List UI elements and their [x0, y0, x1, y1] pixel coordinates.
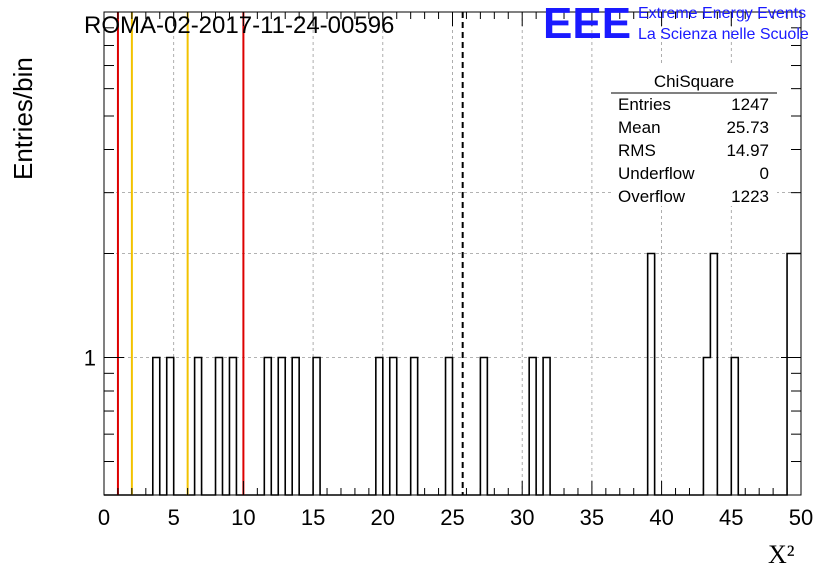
stats-row-label: RMS: [618, 141, 656, 160]
stats-row-label: Entries: [618, 95, 671, 114]
stats-box: ChiSquare Entries 1247 Mean 25.73 RMS 14.97 Un…: [611, 66, 777, 206]
eee-logo: EEE Extreme Energy Events La Scienza nel…: [543, 0, 809, 48]
histogram-bin: [153, 358, 160, 495]
stats-row-value: 14.97: [726, 141, 769, 160]
histogram-bin: [731, 358, 738, 495]
histogram-bin: [787, 254, 794, 496]
histogram-bin: [703, 358, 710, 495]
histogram-bin: [480, 358, 487, 495]
histogram-bin: [216, 358, 223, 495]
histogram-bin: [794, 254, 801, 496]
marker-lines: [116, 12, 464, 495]
stats-row-label: Underflow: [618, 164, 695, 183]
histogram-bin: [648, 254, 655, 496]
x-tick-label: 20: [371, 505, 395, 530]
histogram-bin: [710, 254, 717, 496]
histogram-bin: [390, 358, 397, 495]
eee-logo-mark: EEE: [543, 0, 631, 48]
logo-line-2: La Scienza nelle Scuole: [638, 26, 809, 43]
x-tick-label: 25: [440, 505, 464, 530]
stats-row-value: 1223: [731, 187, 769, 206]
histogram-bin: [446, 358, 453, 495]
x-tick-label: 40: [649, 505, 673, 530]
stats-row-value: 25.73: [726, 118, 769, 137]
stats-row-label: Mean: [618, 118, 661, 137]
histogram-bin: [292, 358, 299, 495]
histogram-bin: [313, 358, 320, 495]
stats-row-value: 0: [760, 164, 769, 183]
histogram-bin: [229, 358, 236, 495]
stats-row-label: Overflow: [618, 187, 686, 206]
histogram-bin: [167, 358, 174, 495]
y-axis-label: Entries/bin: [8, 57, 38, 180]
chart-title: ROMA-02-2017-11-24-00596: [84, 12, 394, 39]
x-tick-label: 5: [168, 505, 180, 530]
histogram-bin: [411, 358, 418, 495]
x-tick-label: 35: [580, 505, 604, 530]
histogram-bin: [543, 358, 550, 495]
histogram-bin: [195, 358, 202, 495]
x-axis-ticks: 0 5 10 15 20 25 30 35 40 45 50: [98, 12, 813, 530]
x-axis-label: X²: [768, 540, 795, 569]
y-tick-label: 1: [84, 346, 96, 371]
histogram-bin: [376, 358, 383, 495]
histogram-bin: [264, 358, 271, 495]
x-tick-label: 10: [231, 505, 255, 530]
x-tick-label: 50: [789, 505, 813, 530]
x-tick-label: 30: [510, 505, 534, 530]
stats-row-value: 1247: [731, 95, 769, 114]
x-tick-label: 15: [301, 505, 325, 530]
stats-title: ChiSquare: [654, 72, 734, 91]
x-tick-label: 0: [98, 505, 110, 530]
x-tick-label: 45: [719, 505, 743, 530]
y-axis-ticks: 1: [84, 27, 801, 463]
histogram-bin: [278, 358, 285, 495]
logo-line-1: Extreme Energy Events: [638, 5, 806, 22]
histogram-bin: [529, 358, 536, 495]
